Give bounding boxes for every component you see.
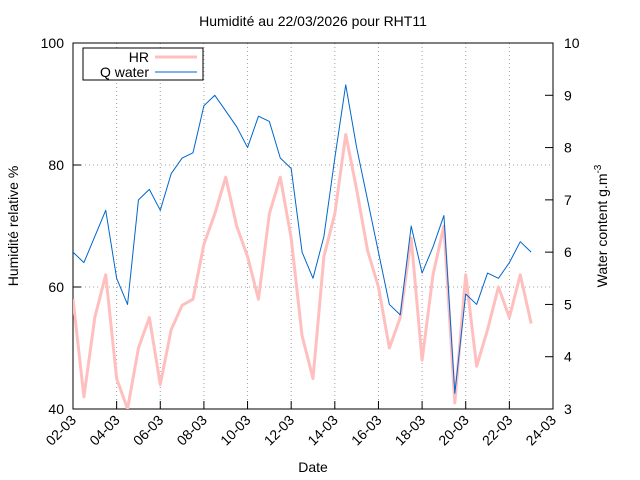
x-tick-label: 12-03 [261,412,298,449]
y2-tick-label: 7 [564,192,572,208]
x-tick-label: 02-03 [42,412,79,449]
y-tick-label: 100 [41,35,65,51]
x-tick-label: 10-03 [217,412,254,449]
y2-tick-label: 5 [564,296,572,312]
y2-tick-label: 9 [564,87,572,103]
x-tick-label: 20-03 [435,412,472,449]
y2-axis-label: Water content g.m-3 [593,164,610,287]
y2-tick-label: 4 [564,349,572,365]
x-tick-label: 22-03 [479,412,516,449]
y2-axis-label-sup: -3 [593,164,604,173]
x-tick-label: 06-03 [130,412,167,449]
x-tick-label: 08-03 [173,412,210,449]
legend-label: Q water [100,64,149,80]
x-axis-label: Date [298,459,328,475]
x-tick-label: 14-03 [304,412,341,449]
legend-box [82,47,204,81]
legend-label: HR [129,49,149,65]
chart-title: Humidité au 22/03/2026 pour RHT11 [199,13,427,29]
y2-axis-label-main: Water content g.m [594,174,610,288]
plot-frame [72,42,554,410]
y2-tick-label: 10 [564,35,580,51]
y2-tick-label: 8 [564,140,572,156]
y-tick-label: 60 [48,279,64,295]
x-tick-label: 24-03 [522,412,559,449]
y-axis-label: Humidité relative % [5,166,21,287]
x-tick-label: 16-03 [348,412,385,449]
y-tick-label: 40 [48,401,64,417]
y2-tick-label: 3 [564,401,572,417]
y2-tick-label: 6 [564,244,572,260]
series-line [73,133,533,409]
y-tick-label: 80 [48,157,64,173]
x-tick-label: 18-03 [392,412,429,449]
x-tick-label: 04-03 [86,412,123,449]
series-line [73,84,532,394]
